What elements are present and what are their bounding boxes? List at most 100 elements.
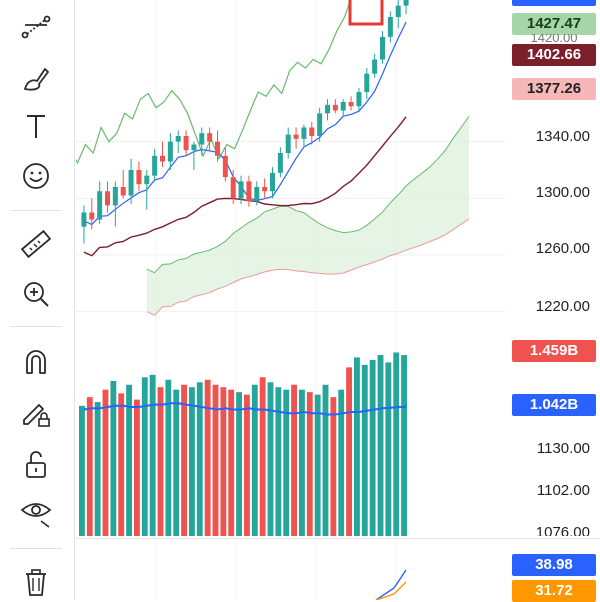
candle-body bbox=[254, 187, 260, 202]
volume-bar bbox=[299, 389, 305, 536]
badge-volume: 1.459B bbox=[512, 340, 596, 362]
magnet-tool-icon-glyph bbox=[26, 350, 46, 374]
candle-body bbox=[112, 187, 118, 206]
conversion-line bbox=[83, 21, 407, 226]
ruler-tool-icon-glyph bbox=[20, 229, 52, 259]
volume-bar bbox=[275, 387, 282, 536]
trash-tool-icon[interactable] bbox=[8, 562, 64, 602]
candle-body bbox=[270, 172, 275, 192]
volume-bar bbox=[212, 384, 219, 536]
candle-body bbox=[222, 155, 228, 178]
badge-volume-ma: 1.042B bbox=[512, 394, 596, 416]
volume-bar bbox=[361, 364, 368, 536]
volume-bar bbox=[314, 394, 321, 536]
volume-bar bbox=[102, 389, 109, 536]
price-tick: 1220.00 bbox=[535, 298, 590, 315]
candle-body bbox=[215, 141, 220, 156]
volume-bar bbox=[338, 389, 345, 536]
candle-body bbox=[309, 127, 315, 136]
candle-body bbox=[246, 181, 252, 202]
candle-body bbox=[348, 102, 354, 107]
volume-bar bbox=[354, 357, 360, 536]
volume-bar bbox=[126, 384, 132, 536]
candle-body bbox=[238, 181, 244, 199]
volume-bar bbox=[283, 389, 290, 536]
price-axis[interactable]: 1427.47 1420.00 1402.66 1377.26 1340.00 … bbox=[506, 0, 600, 602]
lock-drawing-tool-icon-glyph bbox=[23, 404, 50, 427]
volume-bar bbox=[244, 394, 250, 536]
candlestick-series bbox=[81, 0, 409, 244]
volume-bar bbox=[181, 384, 187, 536]
unlock-tool-icon-glyph bbox=[26, 451, 46, 478]
emoji-tool-icon-glyph bbox=[23, 163, 49, 189]
lower-indicator-pane bbox=[375, 569, 407, 600]
candle-body bbox=[293, 134, 299, 139]
candle-body bbox=[230, 177, 236, 199]
volume-bar bbox=[259, 377, 266, 536]
volume-bar bbox=[377, 354, 384, 536]
indicator-lines bbox=[76, 0, 407, 257]
ichimoku-cloud bbox=[146, 116, 470, 316]
candle-body bbox=[325, 104, 330, 114]
base-line bbox=[83, 116, 407, 257]
price-tick: 1340.00 bbox=[535, 128, 590, 145]
lagging-span-line bbox=[76, 0, 352, 165]
emoji-tool-icon[interactable] bbox=[8, 156, 64, 196]
badge-line-b: 1377.26 bbox=[512, 78, 596, 100]
candle-body bbox=[89, 212, 95, 220]
candle-body bbox=[380, 36, 385, 60]
candle-body bbox=[191, 144, 197, 151]
candle-body bbox=[364, 73, 370, 93]
brush-tool-icon[interactable] bbox=[8, 58, 64, 98]
price-tick: 1260.00 bbox=[535, 240, 590, 257]
candle-body bbox=[128, 170, 134, 196]
tick-partial: 1420.00 bbox=[530, 34, 578, 42]
volume-bar bbox=[165, 379, 172, 536]
volume-bar bbox=[291, 384, 297, 536]
volume-bar bbox=[141, 377, 148, 536]
highlight-box bbox=[348, 0, 384, 26]
volume-bar bbox=[401, 355, 407, 536]
volume-bar bbox=[306, 392, 313, 536]
candle-body bbox=[387, 17, 393, 37]
magnet-tool-icon[interactable] bbox=[8, 342, 64, 382]
chart-grid bbox=[76, 0, 506, 600]
volume-bar bbox=[189, 387, 195, 536]
leading-span-b bbox=[146, 218, 470, 316]
zoom-in-tool-icon[interactable] bbox=[8, 274, 64, 314]
trend-line-tool-icon[interactable] bbox=[8, 6, 64, 46]
zoom-in-tool-icon-glyph bbox=[24, 282, 49, 307]
drawing-toolbar bbox=[0, 0, 75, 600]
unlock-tool-icon[interactable] bbox=[8, 444, 64, 484]
candle-body bbox=[262, 187, 268, 192]
candle-body bbox=[183, 136, 189, 151]
candle-body bbox=[160, 155, 165, 162]
volume-bar bbox=[385, 362, 392, 536]
trend-line-tool-icon-glyph bbox=[21, 15, 51, 39]
volume-bar bbox=[267, 382, 274, 536]
candle-body bbox=[317, 113, 323, 136]
candle-body bbox=[81, 212, 87, 227]
volume-bar bbox=[173, 389, 180, 536]
text-tool-icon[interactable] bbox=[8, 106, 64, 146]
candle-body bbox=[144, 175, 150, 185]
volume-bar bbox=[196, 382, 203, 536]
leading-span-a bbox=[146, 116, 470, 274]
candle-body bbox=[120, 187, 126, 196]
volume-tick: 1130.00 bbox=[536, 440, 590, 457]
price-chart[interactable] bbox=[76, 0, 506, 600]
candle-body bbox=[301, 127, 307, 139]
volume-bar bbox=[369, 359, 376, 536]
brush-tool-icon-glyph bbox=[24, 68, 49, 91]
volume-bar bbox=[220, 387, 227, 536]
candle-body bbox=[207, 133, 213, 142]
visibility-tool-icon[interactable] bbox=[8, 492, 64, 532]
text-tool-icon-glyph bbox=[27, 115, 45, 138]
toolbar-separator bbox=[10, 548, 62, 549]
volume-series bbox=[79, 352, 407, 536]
badge-line-a: 1402.66 bbox=[512, 44, 596, 66]
lock-drawing-tool-icon[interactable] bbox=[8, 392, 64, 432]
volume-bar bbox=[134, 399, 140, 536]
candle-body bbox=[285, 134, 291, 153]
ruler-tool-icon[interactable] bbox=[8, 224, 64, 264]
